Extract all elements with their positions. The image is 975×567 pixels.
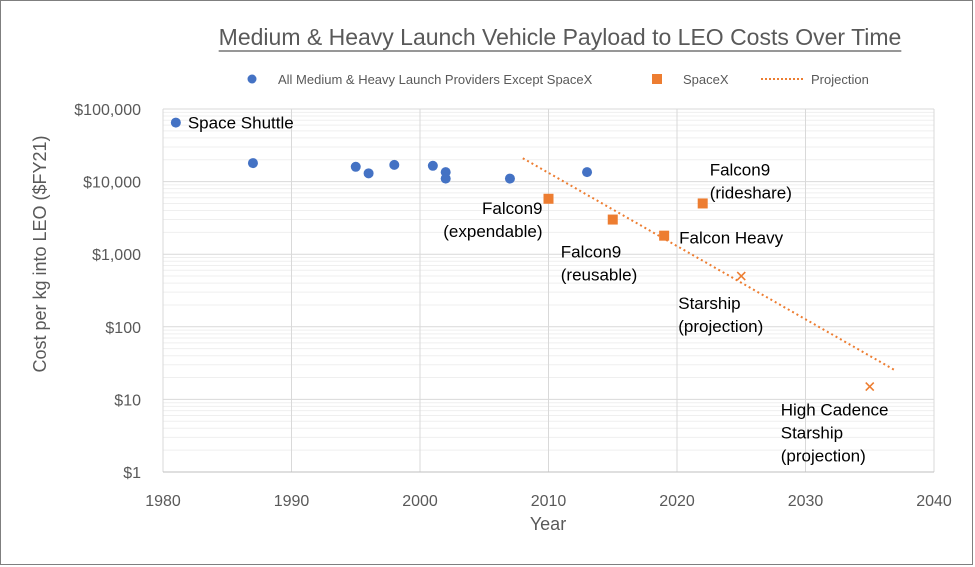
data-point [659, 230, 670, 241]
x-tick-label: 2010 [531, 493, 567, 510]
annotation-falcon9-rideshare: Falcon9 (rideshare) [710, 160, 792, 202]
y-tick-label: $100 [105, 320, 141, 337]
legend-label: All Medium & Heavy Launch Providers Exce… [278, 72, 593, 87]
legend-label: SpaceX [683, 72, 729, 87]
x-tick-label: 2020 [659, 493, 695, 510]
x-tick-label: 2000 [402, 493, 438, 510]
data-point [543, 193, 554, 204]
y-tick-label: $10,000 [83, 175, 141, 192]
data-point [350, 161, 361, 172]
annotation-falcon-heavy: Falcon Heavy [679, 229, 783, 248]
data-point [865, 382, 875, 392]
data-series [170, 117, 896, 392]
legend-marker-circle [247, 74, 257, 84]
annotation-starship-projection: Starship (projection) [678, 294, 763, 336]
y-tick-label: $10 [114, 392, 141, 409]
x-tick-label: 1990 [274, 493, 310, 510]
x-tick-label: 2030 [788, 493, 824, 510]
legend: All Medium & Heavy Launch Providers Exce… [247, 72, 869, 87]
projection-trendline [522, 157, 896, 372]
annotation-falcon9-reusable: Falcon9 (reusable) [561, 243, 638, 285]
tick-labels: 1980 1990 2000 2010 2020 2030 2040 $1 $10 $100 $1,… [74, 102, 952, 510]
data-point [247, 158, 258, 169]
data-point [607, 214, 618, 225]
data-point [389, 159, 400, 170]
data-point [363, 168, 374, 179]
data-point [170, 117, 181, 128]
chart-title: Medium & Heavy Launch Vehicle Payload to… [219, 24, 902, 50]
x-tick-label: 2040 [916, 493, 952, 510]
data-point [427, 160, 438, 171]
annotation-space-shuttle: Space Shuttle [188, 114, 294, 133]
data-point [504, 173, 515, 184]
data-point [697, 198, 708, 209]
x-tick-label: 1980 [145, 493, 181, 510]
y-tick-label: $1,000 [92, 247, 141, 264]
data-point [736, 271, 746, 281]
annotations: Space Shuttle Falcon9 (expendable) Falcon9(… [188, 114, 889, 466]
data-point [440, 173, 451, 184]
x-axis-label: Year [530, 514, 566, 534]
y-tick-label: $100,000 [74, 102, 141, 119]
data-point [582, 167, 593, 178]
legend-label: Projection [811, 72, 869, 87]
annotation-falcon9-expendable: Falcon9 (expendable) [443, 199, 542, 241]
y-axis-label: Cost per kg into LEO ($FY21) [30, 135, 50, 372]
y-tick-label: $1 [123, 465, 141, 482]
legend-marker-square [652, 74, 662, 84]
annotation-high-cadence-starship: High Cadence Starship (projection) [781, 401, 889, 466]
